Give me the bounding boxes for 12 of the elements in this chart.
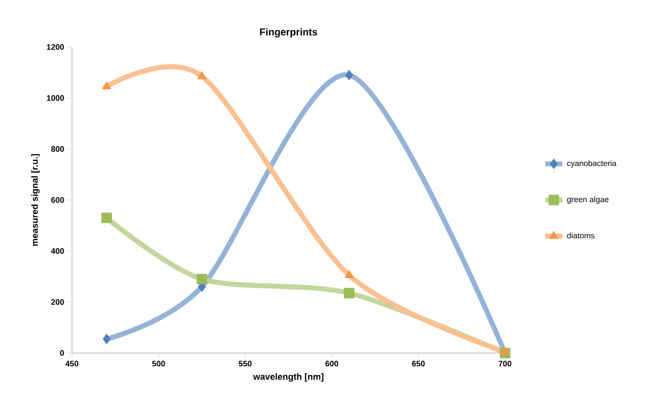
point <box>500 346 510 354</box>
point <box>102 81 112 90</box>
point <box>344 270 354 278</box>
x-axis-title: wavelength [nm] <box>253 373 324 382</box>
y-axis-title: measured signal [r.u.] <box>31 154 40 246</box>
point <box>102 334 111 344</box>
point <box>101 212 112 224</box>
point <box>197 71 206 80</box>
point <box>196 274 208 284</box>
chart-title: Fingerprints <box>260 28 318 38</box>
point <box>345 70 354 80</box>
point <box>344 288 354 298</box>
